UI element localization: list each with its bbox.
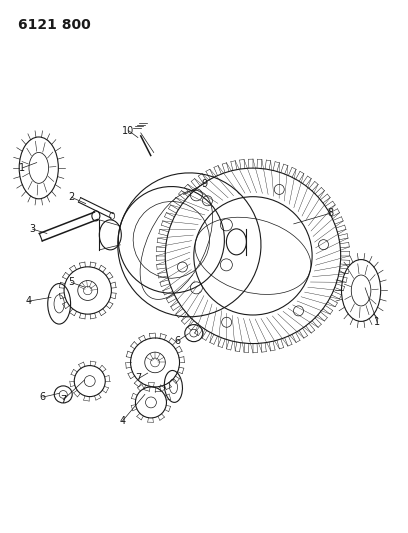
Text: 6: 6 (174, 336, 181, 346)
Text: 5: 5 (68, 278, 75, 287)
Text: 1: 1 (19, 163, 26, 173)
Text: 7: 7 (60, 395, 67, 405)
Text: 9: 9 (201, 179, 207, 189)
Text: 6121 800: 6121 800 (18, 18, 91, 32)
Text: 7: 7 (135, 374, 142, 383)
Text: 6: 6 (40, 392, 46, 402)
Text: 2: 2 (68, 192, 75, 202)
Text: 4: 4 (25, 296, 32, 306)
Text: 4: 4 (119, 416, 126, 426)
Text: 1: 1 (374, 318, 381, 327)
Text: 10: 10 (122, 126, 135, 135)
Text: 3: 3 (29, 224, 36, 234)
Text: 8: 8 (327, 208, 334, 218)
